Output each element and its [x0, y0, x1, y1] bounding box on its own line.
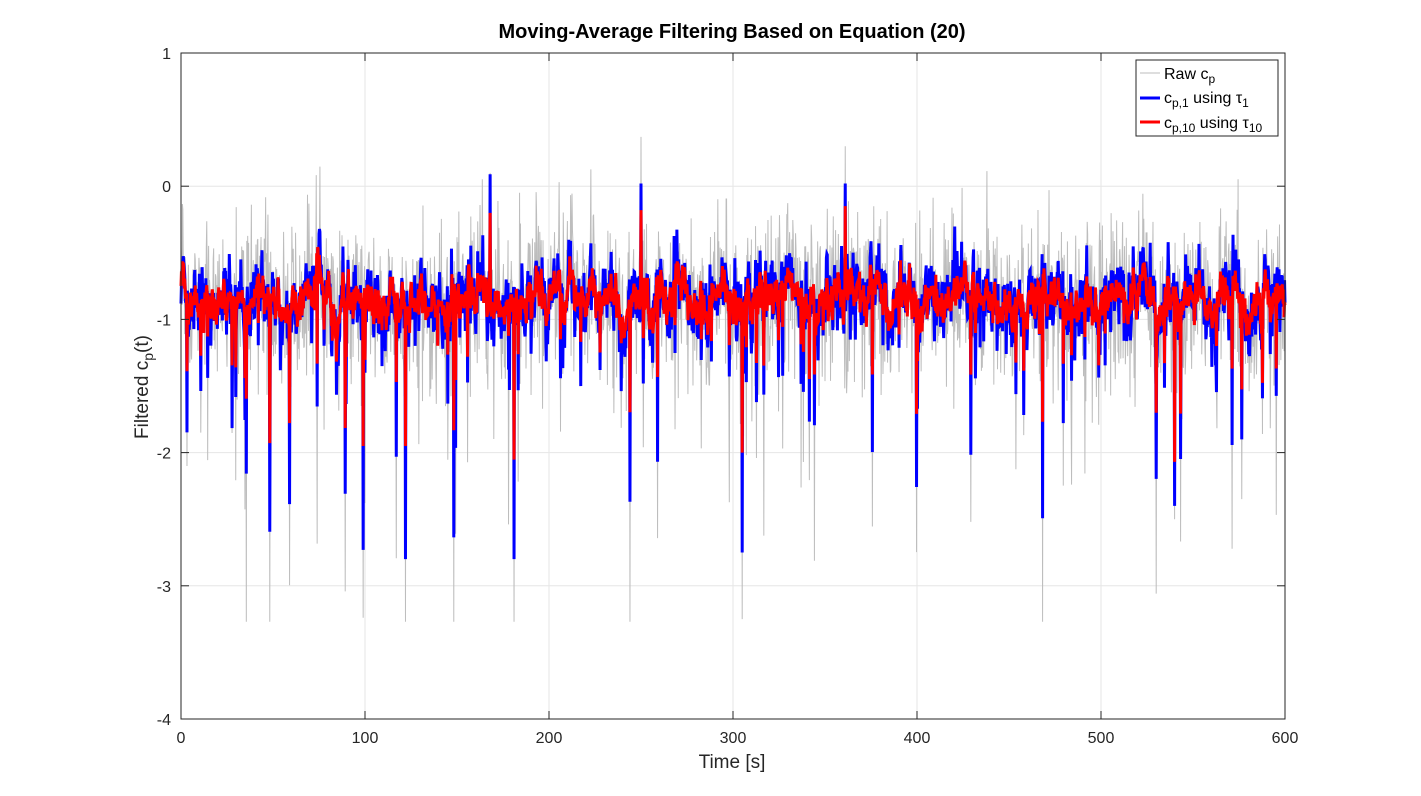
- y-axis-label-sub: p: [140, 353, 156, 361]
- x-tick-label: 400: [904, 730, 931, 747]
- series-layer: [179, 136, 1287, 622]
- tick-labels: 0 100 200 300 400 500 600 -4 -3 -2 -1 0 1: [157, 46, 1299, 747]
- x-tick-label: 600: [1272, 730, 1299, 747]
- y-axis-label: Filtered cp(t): [132, 335, 156, 439]
- x-tick-label: 100: [352, 730, 379, 747]
- y-tick-label: -4: [157, 712, 171, 729]
- y-tick-label: 0: [162, 179, 171, 196]
- legend-label-tau10: cp,10 using τ10: [1164, 115, 1263, 135]
- y-tick-label: -1: [157, 312, 171, 329]
- x-tick-label: 200: [536, 730, 563, 747]
- x-tick-label: 500: [1088, 730, 1115, 747]
- y-axis-label-tail: (t): [132, 335, 153, 353]
- y-tick-label: 1: [162, 46, 171, 63]
- x-axis-label: Time [s]: [699, 752, 766, 773]
- y-tick-label: -3: [157, 579, 171, 596]
- legend-label-raw: Raw cp: [1164, 66, 1215, 86]
- chart-title: Moving-Average Filtering Based on Equati…: [498, 21, 965, 43]
- x-tick-label: 300: [720, 730, 747, 747]
- legend-label-tau1: cp,1 using τ1: [1164, 90, 1249, 110]
- legend: Raw cp cp,1 using τ1 cp,10 using τ10: [1135, 59, 1279, 137]
- x-tick-label: 0: [177, 730, 186, 747]
- y-tick-label: -2: [157, 446, 171, 463]
- axes: [180, 52, 1286, 720]
- series-line-tau10: [179, 206, 1287, 462]
- y-axis-label-main: Filtered c: [132, 361, 153, 439]
